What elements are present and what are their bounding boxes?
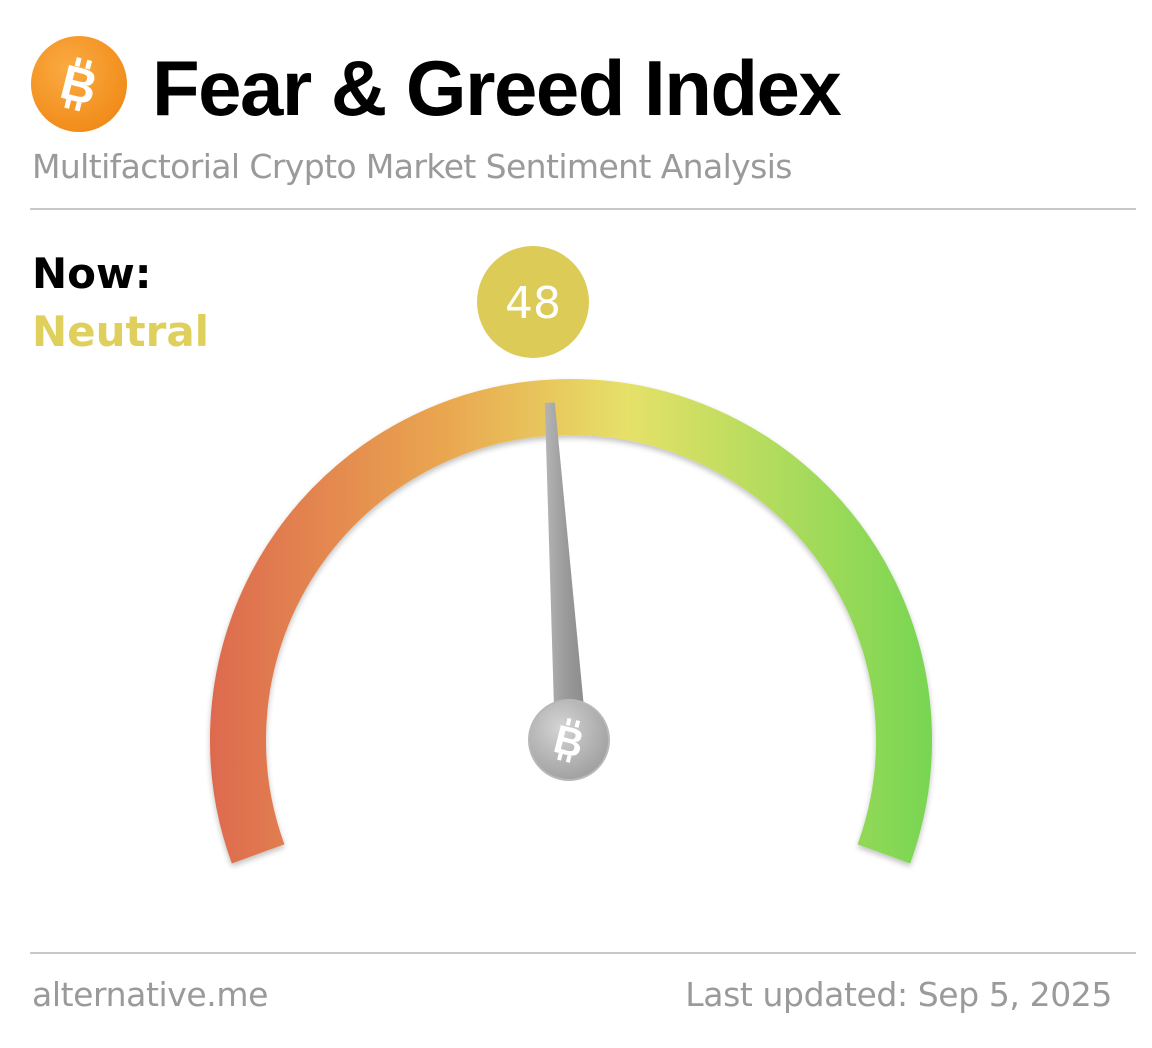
page-subtitle: Multifactorial Crypto Market Sentiment A… [32, 147, 792, 186]
bitcoin-logo-icon: B [30, 35, 128, 133]
sentiment-classification: Neutral [32, 307, 210, 356]
source-link[interactable]: alternative.me [32, 975, 269, 1014]
header-divider [30, 208, 1136, 210]
last-updated: Last updated: Sep 5, 2025 [685, 975, 1112, 1014]
gauge-hub-icon: B [528, 699, 610, 781]
gauge-arc [210, 379, 932, 864]
footer-divider [30, 952, 1136, 954]
page-title: Fear & Greed Index [152, 44, 842, 132]
gauge-value: 48 [505, 278, 561, 329]
now-label: Now: [32, 249, 152, 298]
value-badge: 48 [477, 246, 589, 358]
gauge-needle [544, 402, 587, 741]
